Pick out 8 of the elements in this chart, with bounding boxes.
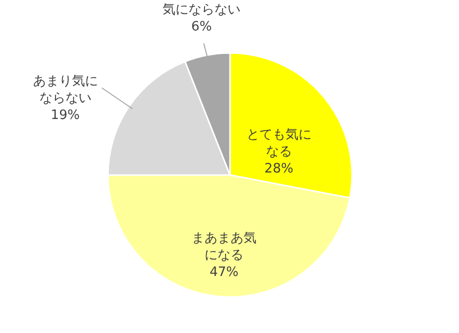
data-label: 47% [210,265,238,280]
slice-label: 気にならない [162,2,241,18]
slice-label: まあまあ気になる [192,231,257,264]
data-label: 19% [50,108,80,124]
slice-label: あまり気にならない [32,74,98,106]
data-label: 28% [264,162,294,177]
slice-label: とても気になる [246,128,312,160]
data-label: 6% [191,20,212,35]
